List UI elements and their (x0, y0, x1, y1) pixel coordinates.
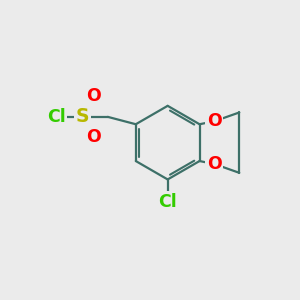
Text: Cl: Cl (47, 108, 66, 126)
Text: O: O (86, 128, 101, 146)
Text: O: O (207, 112, 222, 130)
Text: Cl: Cl (158, 193, 177, 211)
Text: O: O (86, 87, 101, 105)
Text: S: S (76, 107, 89, 126)
Text: O: O (207, 155, 222, 173)
